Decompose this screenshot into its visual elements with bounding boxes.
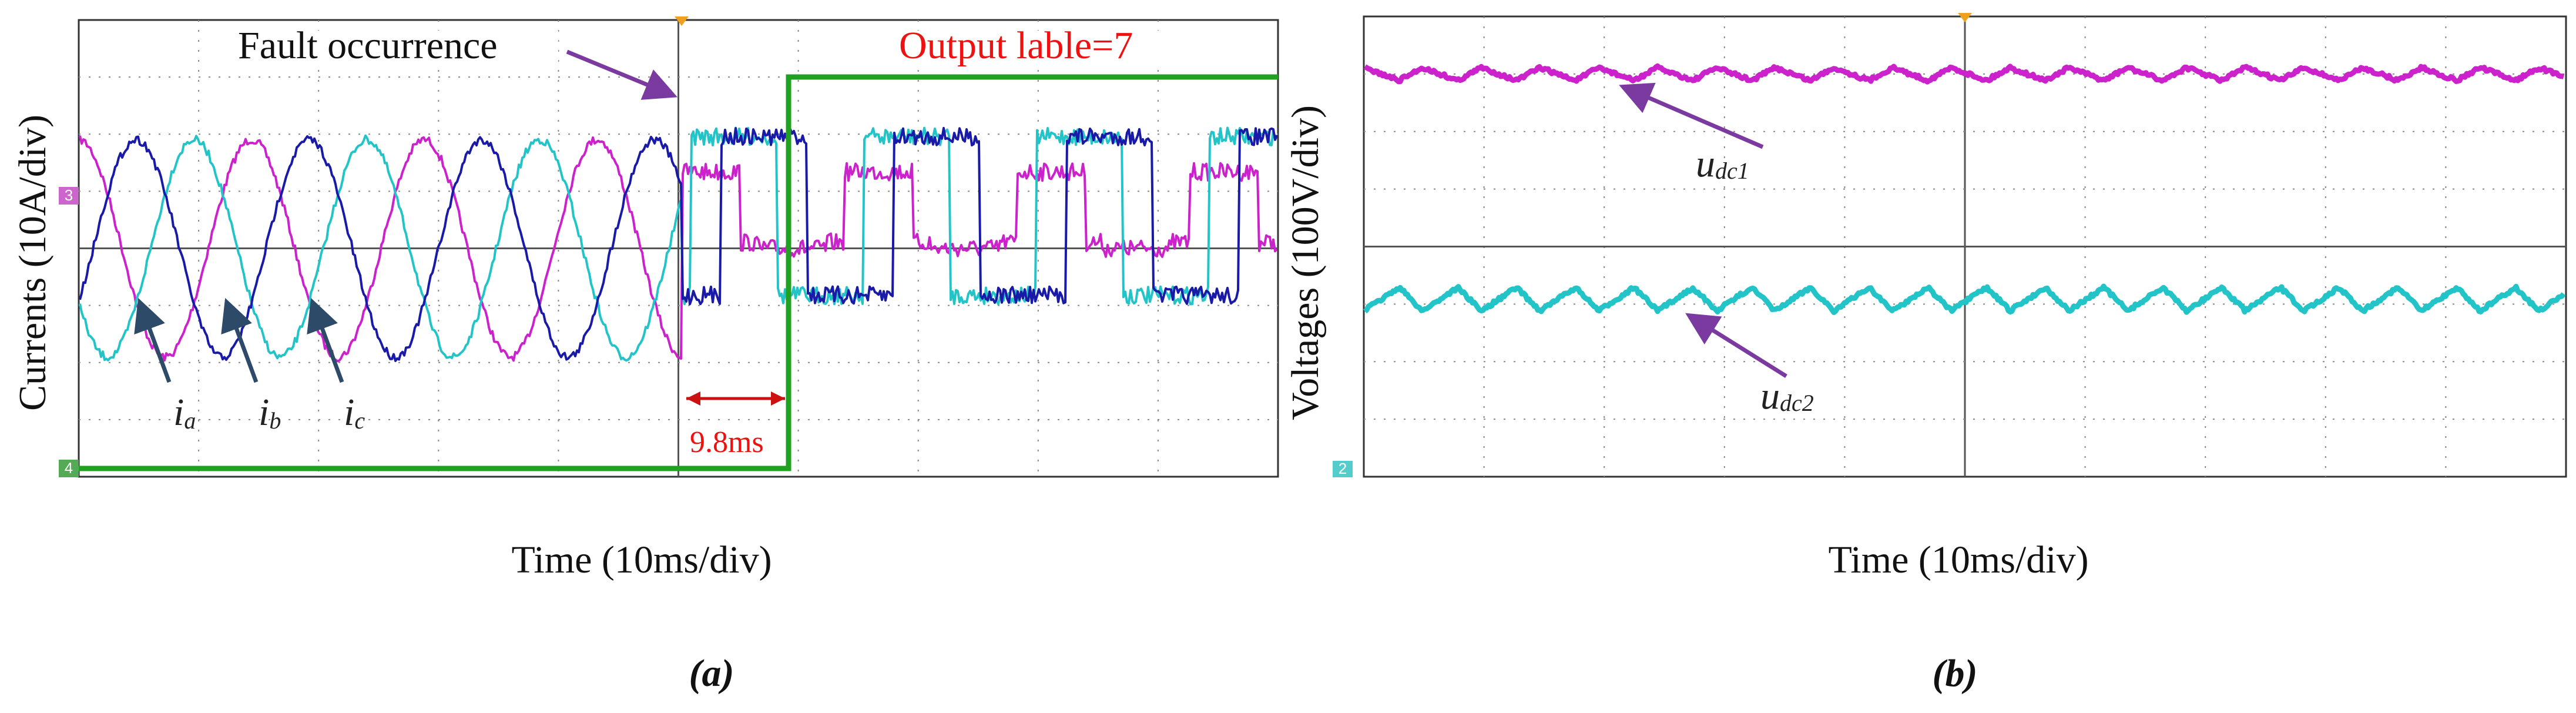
channel-tag: [59, 460, 79, 477]
dc-voltage: [1363, 63, 2565, 85]
signal-arrow: [1685, 313, 1787, 378]
scope-a: [78, 16, 1279, 478]
channel-tag: [59, 187, 79, 205]
y-axis-label: Currents (10A/div): [11, 115, 54, 411]
channel-tag-text: 3: [65, 186, 73, 204]
annotation: Output lable=7: [899, 24, 1133, 67]
fault-arrow: [566, 49, 677, 100]
phase-arrow: [221, 297, 259, 383]
label-bg: [238, 31, 558, 69]
signal-label: udc2: [1760, 374, 1814, 417]
label-bg: [896, 31, 1190, 69]
signal-label: udc1: [1696, 142, 1749, 185]
channel-tag: [1333, 461, 1353, 477]
phase-label: ia: [173, 391, 196, 434]
signal-arrow: [1619, 82, 1764, 149]
phase-current: [79, 135, 1278, 363]
trigger-marker: [675, 16, 689, 26]
annotation: 9.8ms: [690, 426, 764, 459]
channel-tag-text: 4: [65, 459, 73, 477]
scope-b: [1363, 13, 2567, 478]
phase-current: [79, 126, 1277, 362]
phase-arrow: [134, 297, 172, 383]
channel-tag-text: 2: [1339, 460, 1347, 477]
dc-voltage: [1363, 283, 2566, 315]
phase-label: ib: [259, 391, 281, 434]
y-axis-label: Voltages (100V/div): [1284, 105, 1327, 420]
phase-arrow: [307, 297, 344, 383]
x-axis-label: Time (10ms/div): [511, 538, 772, 581]
annotation: Fault occurrence: [238, 24, 498, 67]
phase-label: ic: [344, 391, 365, 434]
caption: (b): [1933, 652, 1978, 695]
output-label-trace: [79, 74, 1278, 471]
phase-current: [79, 126, 1278, 362]
trigger-marker: [1958, 13, 1972, 22]
caption: (a): [689, 652, 734, 695]
x-axis-label: Time (10ms/div): [1828, 538, 2088, 581]
